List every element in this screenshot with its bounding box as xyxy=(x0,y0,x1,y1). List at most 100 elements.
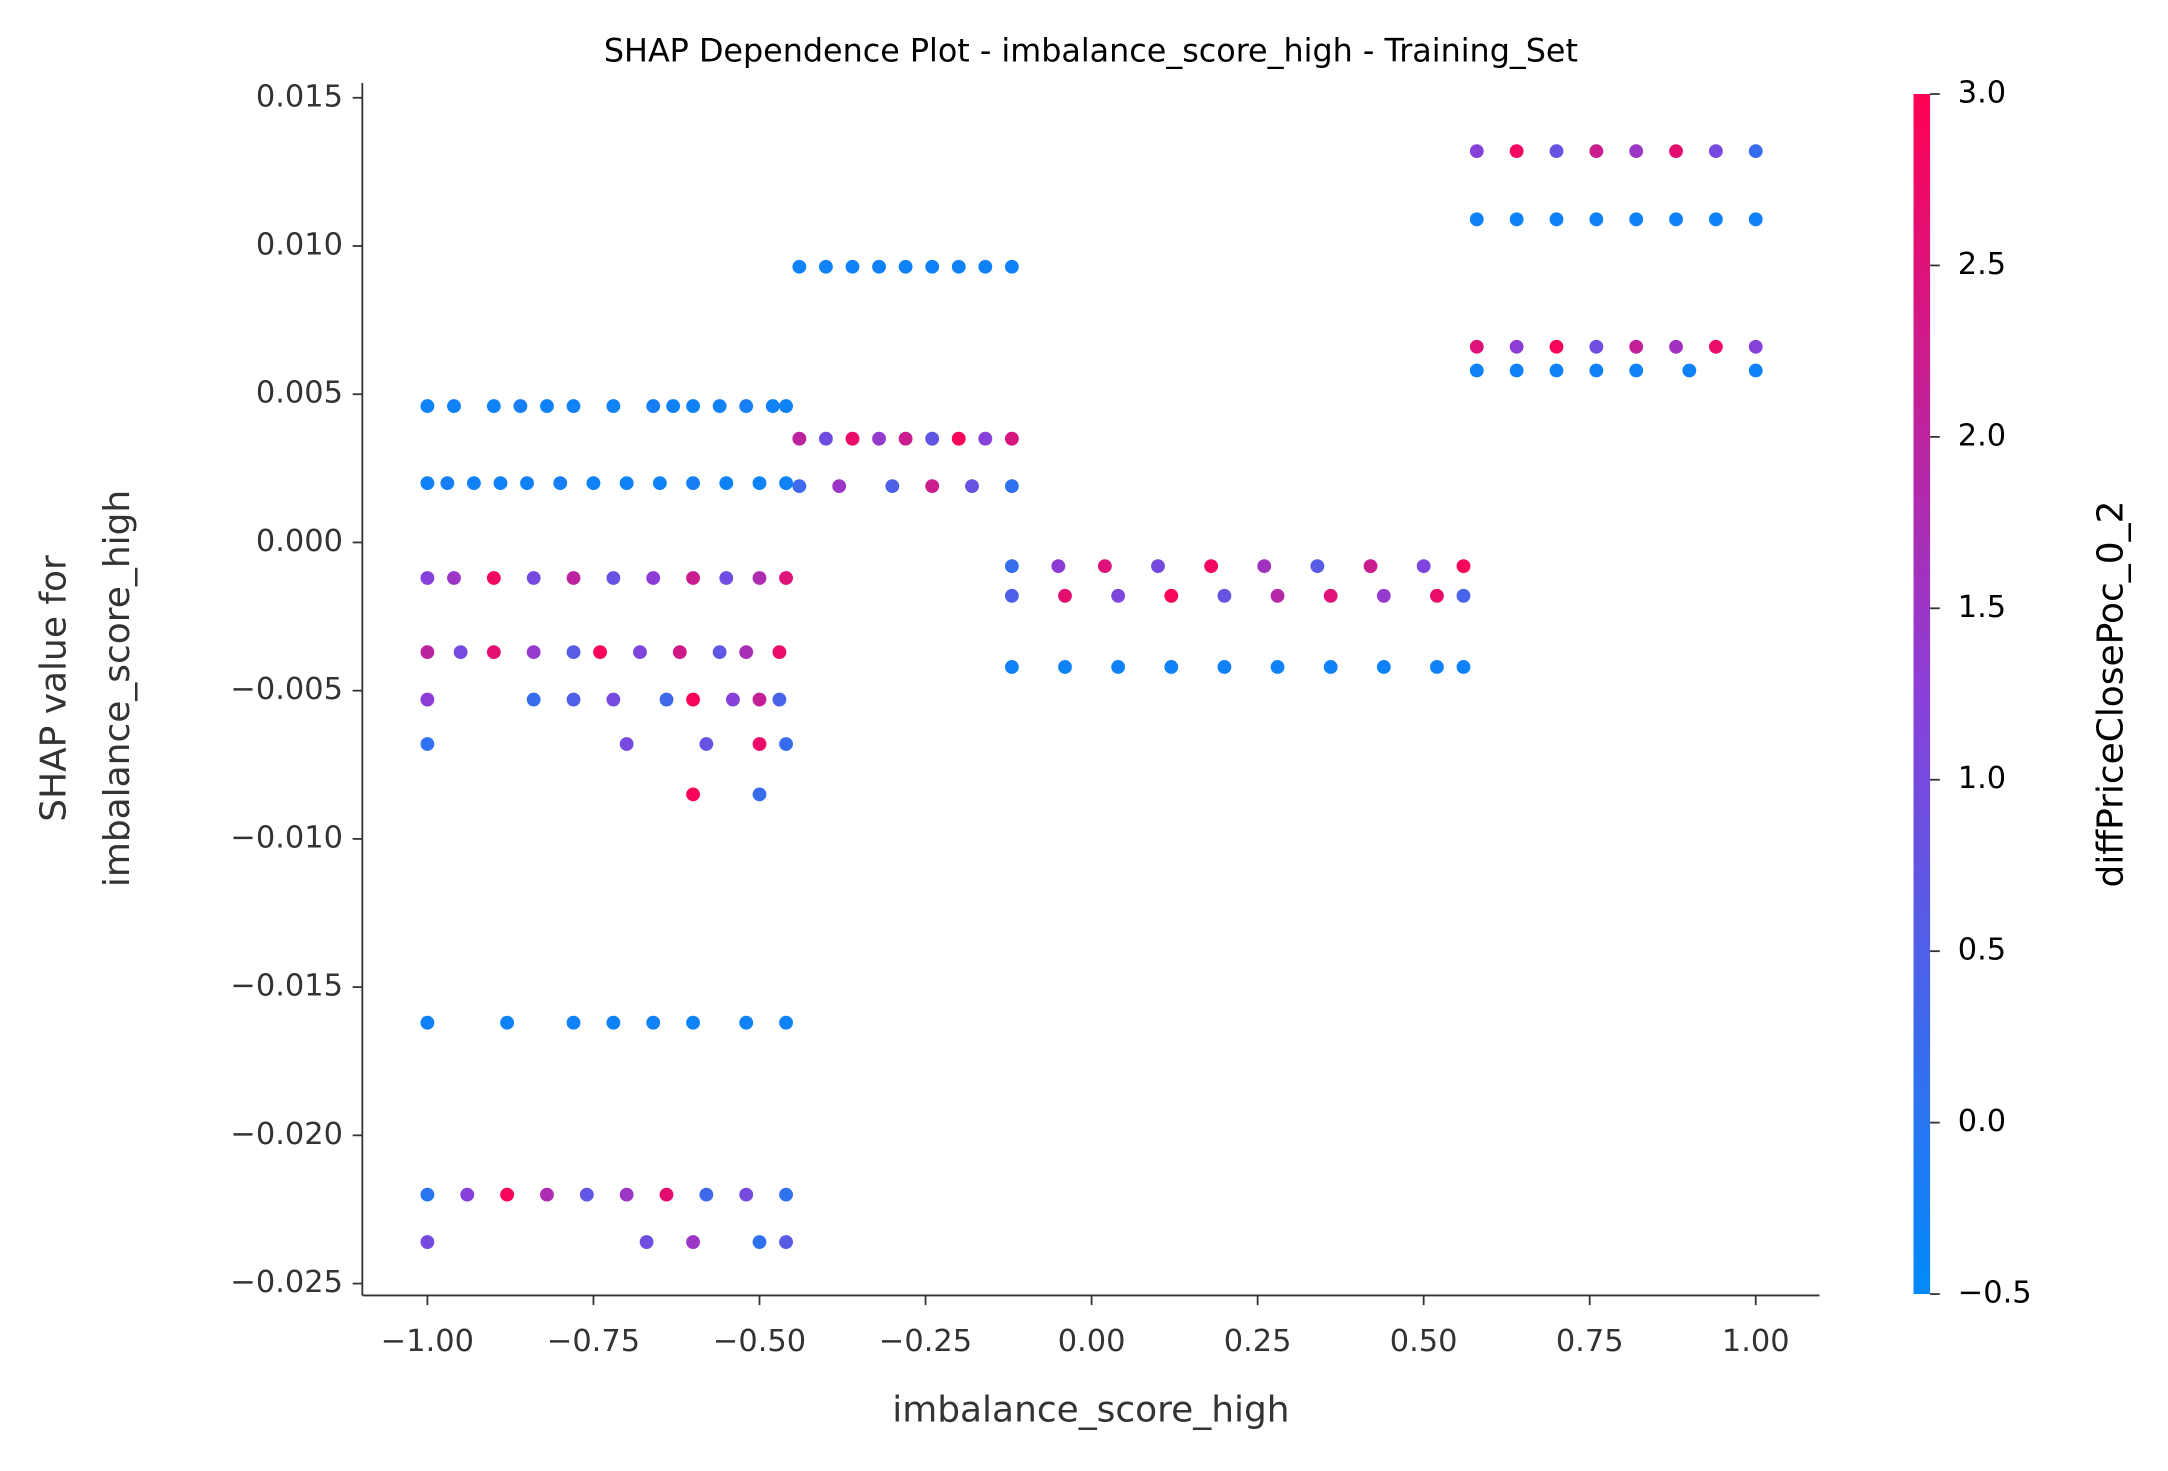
scatter-point xyxy=(606,399,621,413)
colorbar-tick-label: −0.5 xyxy=(1958,1276,2032,1311)
scatter-point xyxy=(646,571,661,585)
scatter-point xyxy=(1111,588,1126,603)
scatter-point xyxy=(420,692,435,707)
scatter-point xyxy=(752,787,767,802)
scatter-point xyxy=(765,399,780,413)
scatter-point xyxy=(726,692,740,707)
scatter-point xyxy=(779,476,793,491)
scatter-point xyxy=(1748,363,1763,378)
scatter-point xyxy=(420,737,435,751)
x-tick-label: 1.00 xyxy=(1722,1324,1790,1359)
scatter-point xyxy=(1629,363,1644,378)
scatter-point xyxy=(779,571,793,585)
scatter-point xyxy=(513,399,528,413)
scatter-point xyxy=(699,737,714,751)
scatter-point xyxy=(1164,588,1179,603)
scatter-point xyxy=(1669,339,1683,354)
scatter-point xyxy=(712,399,727,413)
scatter-point xyxy=(898,259,913,274)
scatter-point xyxy=(1589,144,1604,159)
scatter-point xyxy=(1217,660,1232,674)
scatter-point xyxy=(1708,144,1723,159)
scatter-point xyxy=(606,692,621,707)
scatter-point xyxy=(845,431,860,446)
scatter-point xyxy=(792,259,807,274)
scatter-point xyxy=(460,1187,475,1202)
scatter-point xyxy=(1549,212,1564,227)
scatter-point xyxy=(1430,660,1444,674)
scatter-point xyxy=(951,259,966,274)
scatter-point xyxy=(1204,559,1219,574)
scatter-point xyxy=(1363,559,1378,574)
scatter-point xyxy=(752,692,767,707)
scatter-point xyxy=(566,645,581,660)
scatter-point xyxy=(1669,212,1683,227)
scatter-point xyxy=(885,479,900,494)
scatter-point xyxy=(686,476,700,491)
colorbar-tick-label: 2.5 xyxy=(1958,247,2006,282)
scatter-point xyxy=(672,645,687,660)
scatter-point xyxy=(752,737,767,751)
scatter-point xyxy=(1748,144,1763,159)
y-axis-label: imbalance_score_high xyxy=(97,490,138,887)
scatter-point xyxy=(619,737,634,751)
scatter-point xyxy=(1589,212,1604,227)
scatter-point xyxy=(1748,339,1763,354)
scatter-point xyxy=(832,479,847,494)
scatter-point xyxy=(1509,144,1524,159)
scatter-point xyxy=(1004,588,1019,603)
x-tick-label: −0.75 xyxy=(547,1324,640,1359)
scatter-point xyxy=(1257,559,1272,574)
scatter-point xyxy=(1748,212,1763,227)
scatter-point xyxy=(951,431,966,446)
scatter-point xyxy=(633,645,647,660)
scatter-point xyxy=(486,571,501,585)
scatter-point xyxy=(1682,363,1697,378)
scatter-point xyxy=(1629,212,1644,227)
scatter-point xyxy=(1549,144,1564,159)
scatter-point xyxy=(872,431,886,446)
scatter-point xyxy=(1549,363,1564,378)
scatter-point xyxy=(686,399,700,413)
scatter-point xyxy=(1004,431,1019,446)
x-tick-label: −0.25 xyxy=(879,1324,972,1359)
scatter-point xyxy=(686,692,700,707)
y-tick-label: 0.000 xyxy=(256,524,343,559)
scatter-point xyxy=(493,476,508,491)
scatter-point xyxy=(1097,559,1112,574)
y-tick-label: −0.010 xyxy=(230,820,343,855)
y-axis-label: SHAP value for xyxy=(33,555,74,822)
scatter-point xyxy=(1708,212,1723,227)
scatter-point xyxy=(752,1235,767,1249)
scatter-point xyxy=(1164,660,1179,674)
scatter-point xyxy=(1416,559,1431,574)
scatter-point xyxy=(1270,660,1285,674)
scatter-point xyxy=(606,1015,621,1030)
scatter-point xyxy=(1509,363,1524,378)
scatter-point xyxy=(1549,339,1564,354)
x-tick-label: −0.50 xyxy=(713,1324,806,1359)
scatter-point xyxy=(686,1015,700,1030)
scatter-point xyxy=(772,692,787,707)
scatter-point xyxy=(486,399,501,413)
scatter-point xyxy=(739,645,754,660)
scatter-point xyxy=(1310,559,1325,574)
scatter-point xyxy=(1456,588,1471,603)
scatter-point xyxy=(540,1187,554,1202)
scatter-point xyxy=(1509,212,1524,227)
scatter-point xyxy=(1376,660,1391,674)
scatter-point xyxy=(978,431,993,446)
chart-title: SHAP Dependence Plot - imbalance_score_h… xyxy=(604,33,1578,70)
scatter-point xyxy=(686,1235,700,1249)
scatter-point xyxy=(420,571,435,585)
scatter-point xyxy=(606,571,621,585)
scatter-point xyxy=(1323,660,1338,674)
scatter-point xyxy=(447,399,461,413)
scatter-point xyxy=(792,479,807,494)
scatter-point xyxy=(1589,339,1604,354)
y-tick-label: 0.005 xyxy=(256,376,343,411)
y-tick-label: 0.010 xyxy=(256,227,343,262)
scatter-point xyxy=(659,692,674,707)
scatter-point xyxy=(779,737,793,751)
scatter-point xyxy=(1469,363,1484,378)
